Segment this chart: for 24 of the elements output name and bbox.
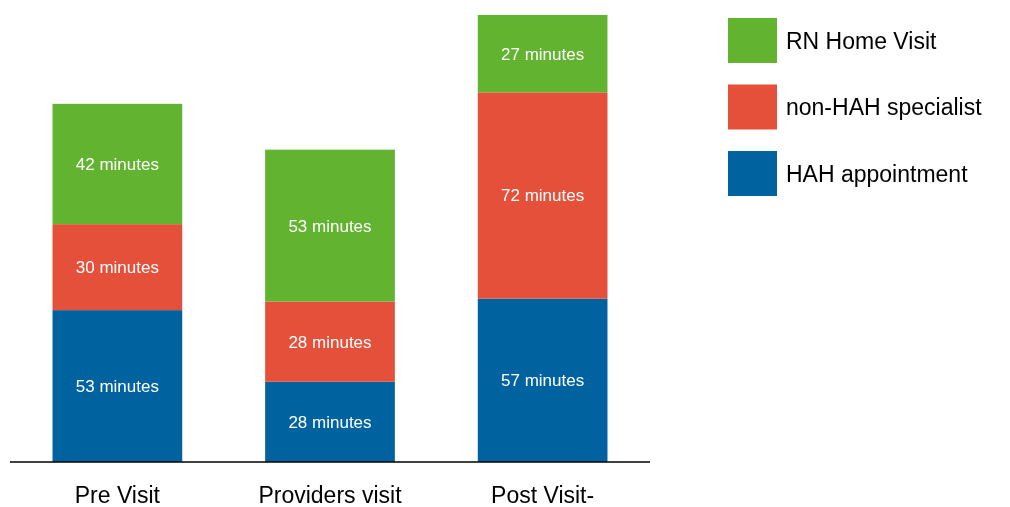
data-label: 28 minutes [288,332,372,352]
bar [477,15,608,93]
bar [265,301,395,382]
bar [52,224,183,311]
data-label: 72 minutes [501,186,585,206]
data-label: 53 minutes [288,216,372,236]
legend-label: non-HAH specialist [786,94,983,121]
data-label: 28 minutes [288,412,372,432]
x-tick-label: Providers visit [258,482,403,507]
x-tick-label: Pre Visit [74,482,161,507]
bar [265,381,395,462]
data-label: 53 minutes [75,377,159,397]
data-label: 57 minutes [501,371,585,391]
bar [477,92,608,299]
data-label: 42 minutes [75,154,159,174]
bar [265,149,395,302]
bar [477,298,608,462]
legend-label: RN Home Visit [786,27,937,54]
data-label: 30 minutes [75,258,159,278]
bar [52,103,183,225]
bar [52,310,183,462]
x-tick-label: Post Visit- [491,482,595,507]
legend-label: HAH appointment [786,160,969,187]
data-label: 27 minutes [501,44,585,64]
